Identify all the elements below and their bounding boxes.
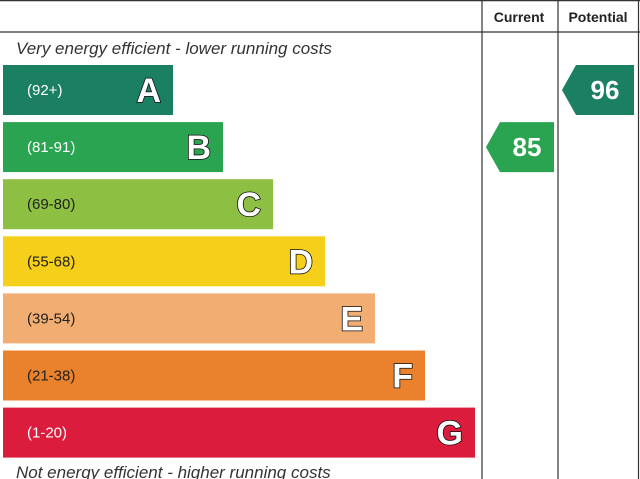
rating-bands: (92+) A (81-91) B (69-80) C (55-68) D (39-54) E (2… xyxy=(3,65,475,458)
potential-column-header: Potential xyxy=(568,9,627,25)
band-d-letter: D xyxy=(288,243,313,281)
band-c: (69-80) C xyxy=(3,179,273,230)
band-b: (81-91) B xyxy=(3,122,223,173)
band-b-bar xyxy=(3,122,223,173)
bottom-efficiency-note: Not energy efficient - higher running co… xyxy=(16,463,331,479)
band-a-bar xyxy=(3,65,173,115)
top-efficiency-note: Very energy efficient - lower running co… xyxy=(16,39,332,58)
band-g-letter: G xyxy=(437,415,463,453)
current-rating-arrow xyxy=(486,122,554,173)
band-e: (39-54) E xyxy=(3,293,375,344)
band-a-range: (92+) xyxy=(27,82,62,99)
band-e-letter: E xyxy=(340,300,363,338)
band-g-range: (1-20) xyxy=(27,425,67,442)
band-a: (92+) A xyxy=(3,65,173,115)
band-b-range: (81-91) xyxy=(27,139,75,156)
band-d: (55-68) D xyxy=(3,236,325,287)
band-c-bar xyxy=(3,179,273,230)
band-f-bar xyxy=(3,350,425,401)
band-b-letter: B xyxy=(186,129,211,167)
band-g-bar xyxy=(3,407,475,458)
potential-rating-arrow xyxy=(562,65,634,115)
band-e-range: (39-54) xyxy=(27,310,75,327)
current-column-header: Current xyxy=(494,9,545,25)
band-e-bar xyxy=(3,293,375,344)
current-rating-marker: 85 xyxy=(486,122,554,173)
potential-rating-value: 96 xyxy=(591,75,620,105)
band-a-letter: A xyxy=(136,72,161,110)
band-g: (1-20) G xyxy=(3,407,475,458)
band-c-range: (69-80) xyxy=(27,196,75,213)
band-c-letter: C xyxy=(236,186,261,224)
band-f-letter: F xyxy=(392,358,413,396)
band-f-range: (21-38) xyxy=(27,368,75,385)
band-f: (21-38) F xyxy=(3,350,425,401)
band-d-bar xyxy=(3,236,325,287)
band-d-range: (55-68) xyxy=(27,253,75,270)
potential-rating-marker: 96 xyxy=(562,65,634,115)
current-rating-value: 85 xyxy=(513,132,542,162)
